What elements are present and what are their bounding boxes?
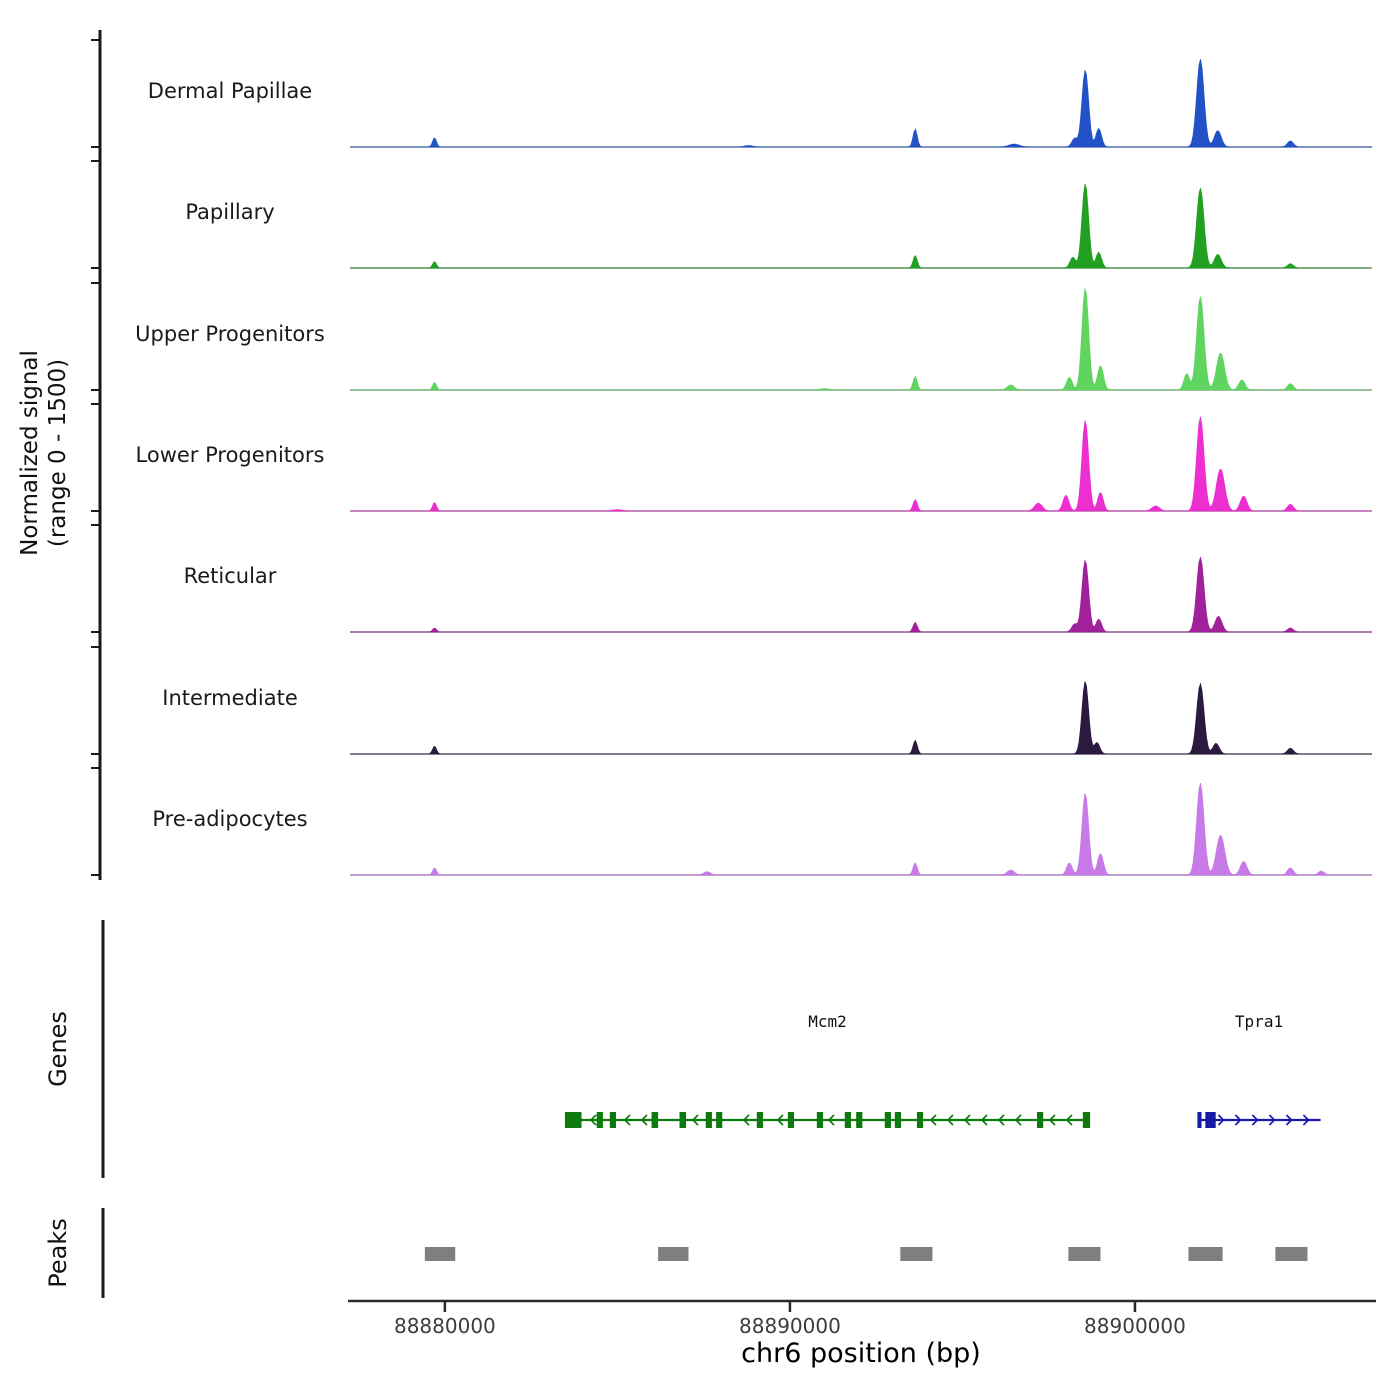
y-axis-label-line1: Normalized signal (17, 350, 43, 556)
x-axis-title: chr6 position (bp) (741, 1338, 981, 1369)
track-label-papillary: Papillary (185, 200, 275, 224)
signal-track-lower-progenitors (350, 416, 1372, 512)
peak-call-box (900, 1247, 933, 1261)
signal-track-reticular (350, 557, 1372, 633)
signal-area (350, 783, 1372, 876)
gene-exon (564, 1112, 582, 1128)
gene-exon (844, 1112, 851, 1128)
strand-arrow-icon (1268, 1114, 1276, 1126)
gene-exon (1082, 1112, 1091, 1128)
signal-track-intermediate (350, 681, 1372, 755)
signal-area (350, 681, 1372, 755)
strand-arrow-icon (623, 1114, 631, 1126)
gene-exon (1036, 1112, 1044, 1128)
gene-exon (609, 1112, 617, 1128)
x-tick-label: 88890000 (739, 1314, 841, 1338)
strand-arrow-icon (640, 1114, 648, 1126)
gene-exon (1197, 1112, 1202, 1128)
track-label-reticular: Reticular (183, 564, 277, 588)
peak-call-box (424, 1247, 456, 1261)
gene-exon (596, 1112, 603, 1128)
signal-track-papillary (350, 183, 1372, 269)
signal-area (350, 183, 1372, 269)
x-tick-label: 88880000 (393, 1314, 496, 1338)
gene-exon (1205, 1112, 1216, 1128)
track-label-lower-progenitors: Lower Progenitors (135, 443, 325, 467)
signal-track-dermal-papillae (350, 59, 1372, 148)
strand-arrow-icon (946, 1114, 954, 1126)
y-axis-label: Normalized signal (range 0 - 1500) (16, 350, 72, 556)
signal-track-upper-progenitors (350, 288, 1372, 391)
strand-arrow-icon (742, 1114, 750, 1126)
strand-arrow-icon (776, 1114, 784, 1126)
gene-exon (856, 1112, 863, 1128)
gene-exon (756, 1112, 764, 1128)
genes-axis-label: Genes (44, 1011, 72, 1087)
peak-call-box (1275, 1247, 1308, 1261)
strand-arrow-icon (827, 1114, 835, 1126)
strand-arrow-icon (1065, 1114, 1073, 1126)
strand-arrow-icon (1234, 1114, 1242, 1126)
gene-exon (787, 1112, 795, 1128)
gene-exon (716, 1112, 723, 1128)
track-label-dermal-papillae: Dermal Papillae (147, 79, 313, 103)
strand-arrow-icon (589, 1114, 597, 1126)
gene-model-mcm2 (564, 1112, 1091, 1128)
strand-arrow-icon (1302, 1114, 1310, 1126)
gene-exon (884, 1112, 892, 1128)
peaks-axis-label: Peaks (44, 1218, 72, 1288)
y-axis-label-line2: (range 0 - 1500) (45, 358, 71, 548)
peak-call-box (1188, 1247, 1223, 1261)
strand-arrow-icon (1251, 1114, 1259, 1126)
gene-exon (894, 1112, 902, 1128)
peak-call-box (658, 1247, 689, 1261)
signal-track-pre-adipocytes (350, 783, 1372, 876)
gene-exon (916, 1112, 924, 1128)
strand-arrow-icon (963, 1114, 971, 1126)
strand-arrow-icon (929, 1114, 937, 1126)
track-label-intermediate: Intermediate (162, 686, 298, 710)
signal-area (350, 416, 1372, 512)
strand-arrow-icon (1217, 1114, 1225, 1126)
gene-exon (705, 1112, 712, 1128)
signal-area (350, 557, 1372, 633)
strand-arrow-icon (691, 1114, 699, 1126)
gene-exon (651, 1112, 659, 1128)
peak-call-box (1068, 1247, 1101, 1261)
strand-arrow-icon (997, 1114, 1005, 1126)
strand-arrow-icon (1014, 1114, 1022, 1126)
signal-area (350, 59, 1372, 148)
track-label-upper-progenitors: Upper Progenitors (135, 322, 325, 346)
gene-exon (816, 1112, 824, 1128)
signal-area (350, 288, 1372, 391)
strand-arrow-icon (1285, 1114, 1293, 1126)
gene-model-tpra1 (1197, 1112, 1321, 1128)
track-label-pre-adipocytes: Pre-adipocytes (152, 807, 308, 831)
strand-arrow-icon (980, 1114, 988, 1126)
gene-name-tpra1: Tpra1 (1234, 1012, 1284, 1031)
strand-arrow-icon (1048, 1114, 1056, 1126)
gene-name-mcm2: Mcm2 (808, 1012, 847, 1031)
x-tick-label: 88900000 (1084, 1314, 1186, 1338)
gene-exon (679, 1112, 687, 1128)
